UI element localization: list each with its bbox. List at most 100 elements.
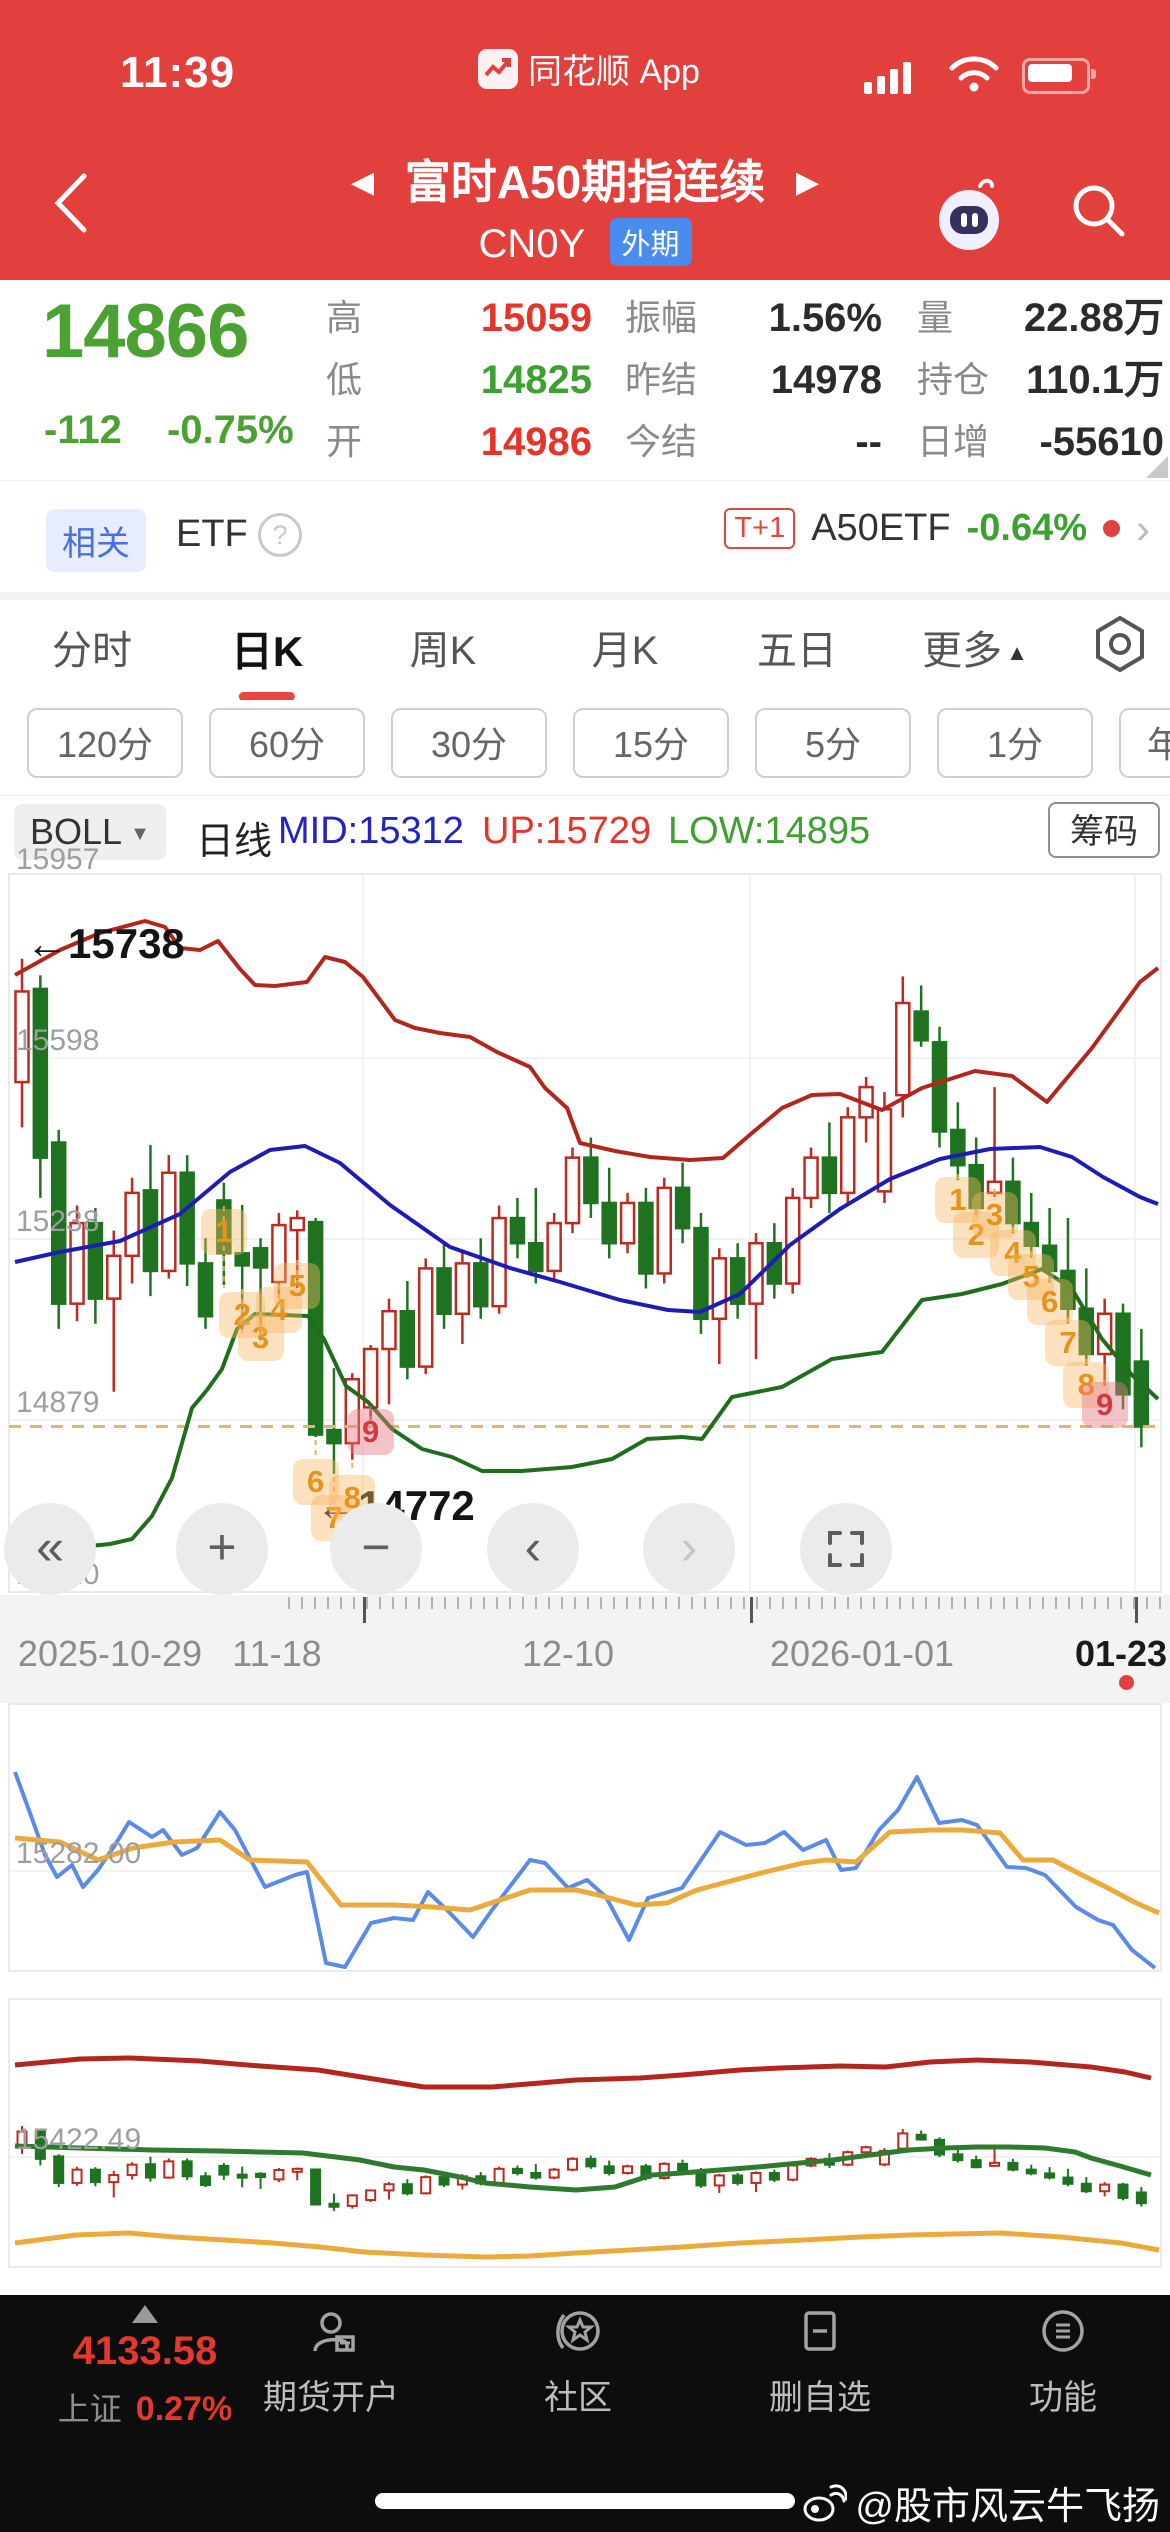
ruler-tick [665, 1597, 667, 1609]
quote-label: 量 [917, 297, 954, 338]
pan-left-button[interactable]: ‹ [487, 1503, 579, 1595]
change-value: -112 [44, 408, 122, 452]
tab-日K[interactable]: 日K [231, 618, 303, 679]
ruler-tick [366, 1597, 368, 1609]
ruler-tick [470, 1597, 472, 1609]
back-button[interactable] [44, 168, 104, 238]
ruler-tick [899, 1597, 901, 1609]
period-button-30分[interactable]: 30分 [391, 708, 547, 778]
price-change: -112 -0.75% [44, 408, 328, 453]
y-axis-label: 14879 [16, 1386, 100, 1419]
ruler-tick [964, 1597, 966, 1609]
ruler-tick [1094, 1597, 1096, 1609]
assistant-robot-icon[interactable] [930, 176, 1008, 259]
index-name: 上证 [57, 2391, 122, 2427]
ruler-tick [548, 1597, 550, 1609]
ruler-tick-major [363, 1597, 366, 1623]
nav-item-功能[interactable]: 功能 [963, 2307, 1163, 2419]
ruler-tick [392, 1597, 394, 1609]
ruler-tick [847, 1597, 849, 1609]
td-count-badge-8: 8 [1063, 1362, 1110, 1408]
zoom-in-button[interactable]: + [176, 1503, 268, 1595]
tab-更多[interactable]: 更多 ▲ [922, 629, 1028, 673]
nav-item-社区[interactable]: 社区 [478, 2307, 678, 2419]
quote-value: -55610 [1039, 420, 1164, 464]
app-logo-icon [478, 48, 518, 89]
period-button-年[interactable]: 年 [1119, 708, 1170, 778]
quote-value: 22.88万 [1023, 296, 1164, 340]
ruler-tick [379, 1597, 381, 1609]
boll-value: UP:15729 [482, 810, 652, 852]
indicator-selector-boll[interactable]: BOLL ▼ [14, 804, 166, 860]
index-value: 4133.58 [72, 2329, 218, 2373]
fullscreen-button[interactable] [800, 1503, 892, 1595]
period-button-15分[interactable]: 15分 [573, 708, 729, 778]
help-icon[interactable]: ? [258, 513, 302, 557]
remove-icon [794, 2311, 846, 2359]
chips-distribution-button[interactable]: 筹码 [1048, 802, 1160, 858]
tab-周K[interactable]: 周K [409, 629, 477, 673]
quote-row: 量 22.88万 [917, 294, 1164, 342]
quote-value: 1.56% [768, 296, 882, 340]
period-button-120分[interactable]: 120分 [27, 708, 183, 778]
app-banner[interactable]: 同花顺 App [478, 44, 700, 93]
quote-value: 14825 [480, 358, 592, 402]
chevron-right-icon[interactable]: › [1136, 504, 1150, 552]
xaxis-band[interactable]: 2025-10-29 11-18 12-10 2026-01-01 01-23 [0, 1595, 1170, 1703]
period-button-60分[interactable]: 60分 [209, 708, 365, 778]
quote-label: 低 [326, 359, 363, 400]
pan-right-button[interactable]: › [643, 1503, 735, 1595]
tab-五日[interactable]: 五日 [757, 629, 837, 673]
period-button-5分[interactable]: 5分 [755, 708, 911, 778]
ruler-tick [626, 1597, 628, 1609]
ruler-tick [782, 1597, 784, 1609]
rewind-button[interactable]: « [4, 1503, 96, 1595]
ruler-tick [340, 1597, 342, 1609]
community-icon [552, 2311, 604, 2359]
ruler-tick [1029, 1597, 1031, 1609]
index-quote-shanghai[interactable]: 4133.58 上证 0.27% [30, 2305, 260, 2430]
quote-column-0: 高 15059 低 14825 开 14986 [326, 280, 592, 480]
ruler-tick [561, 1597, 563, 1609]
quote-label: 日增 [917, 421, 990, 462]
nav-item-期货开户[interactable]: 期货开户 [231, 2307, 431, 2419]
prev-instrument-button[interactable]: ◀ [350, 166, 375, 199]
y-axis-label: 15598 [16, 1024, 100, 1057]
tab-分时[interactable]: 分时 [52, 629, 132, 673]
ruler-tick [977, 1597, 979, 1609]
td-count-badge-5: 5 [274, 1263, 321, 1309]
weibo-icon [803, 2484, 848, 2521]
zoom-out-button[interactable]: − [330, 1503, 422, 1595]
quote-label: 高 [326, 297, 363, 338]
y-axis-label: 15422.49 [16, 2123, 142, 2156]
nav-item-删自选[interactable]: 删自选 [720, 2307, 920, 2419]
nav-item-label: 删自选 [769, 2379, 871, 2417]
ruler-tick [509, 1597, 511, 1609]
wifi-icon [946, 52, 1002, 99]
instrument-sub: CN0Y 外期 [0, 218, 1170, 267]
ruler-tick [912, 1597, 914, 1609]
period-button-1分[interactable]: 1分 [937, 708, 1093, 778]
ruler-tick [327, 1597, 329, 1609]
ruler-tick [691, 1597, 693, 1609]
quote-value: 14986 [480, 420, 592, 464]
last-price: 14866 [42, 289, 249, 374]
related-etf-row[interactable]: 相关 ETF ? T+1 A50ETF -0.64% › [0, 480, 1170, 593]
search-icon[interactable] [1068, 180, 1130, 247]
ruler-tick [743, 1597, 745, 1609]
chart-settings-gear-icon[interactable] [1088, 612, 1152, 681]
y-axis-label: 15282.00 [16, 1837, 142, 1870]
quote-row: 开 14986 [326, 418, 592, 466]
ruler-tick [353, 1597, 355, 1609]
tab-月K[interactable]: 月K [591, 629, 659, 673]
menu-icon [1037, 2310, 1089, 2359]
quote-row: 振幅 1.56% [625, 294, 882, 342]
next-instrument-button[interactable]: ▶ [795, 166, 820, 199]
td-count-badge-6: 6 [292, 1459, 339, 1505]
x-axis-date: 01-23 [1074, 1633, 1168, 1674]
ruler-tick [314, 1597, 316, 1609]
main-kline-chart[interactable]: 1595715598152381487914520←15738←14772123… [0, 843, 1170, 1595]
quote-value: 14978 [770, 358, 882, 402]
ruler-tick [1146, 1597, 1148, 1609]
boll-value: MID:15312 [278, 810, 464, 852]
